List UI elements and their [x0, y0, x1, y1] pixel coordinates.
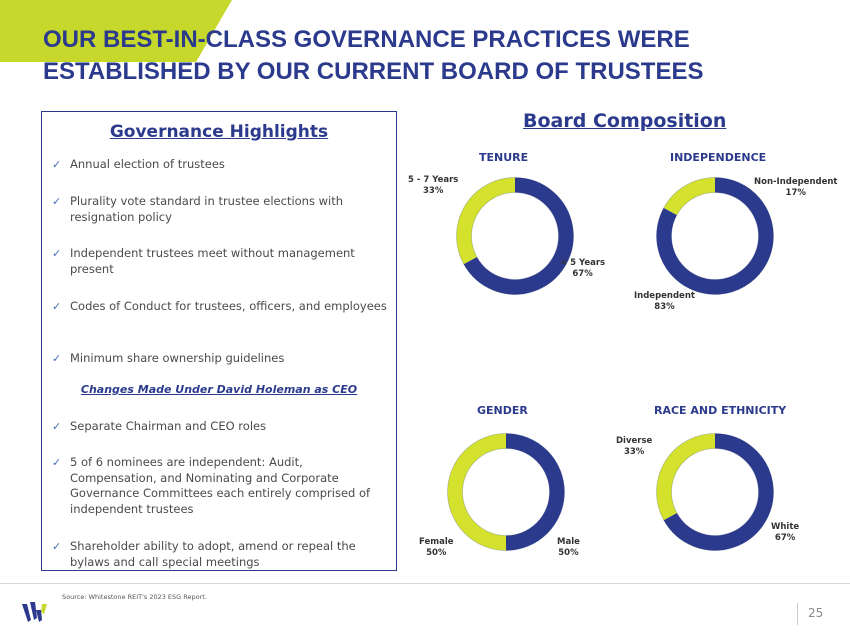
- board-composition-title: Board Composition: [523, 110, 727, 132]
- checkmark-icon: ✓: [52, 195, 62, 208]
- donut-rim: [656, 177, 774, 295]
- donut-rim: [462, 448, 550, 536]
- tenure-chart-title: TENURE: [479, 151, 529, 164]
- independence-donut-chart: [656, 177, 774, 295]
- race-label-diverse: Diverse 33%: [616, 436, 653, 457]
- checkmark-icon: ✓: [52, 456, 62, 469]
- source-note: Source: Whitestone REIT's 2023 ESG Repor…: [62, 593, 207, 601]
- independence-label-non-independent: Non-Independent 17%: [754, 177, 838, 198]
- race-ethnicity-chart-title: RACE AND ETHNICITY: [654, 404, 787, 417]
- highlight-item: ✓ Codes of Conduct for trustees, officer…: [52, 299, 387, 313]
- highlight-item: ✓ Annual election of trustees: [52, 157, 225, 171]
- page-number: 25: [808, 606, 824, 620]
- changes-subheading: Changes Made Under David Holeman as CEO: [80, 383, 358, 396]
- donut-slice-non-independent: [663, 177, 716, 216]
- corner-accent-shape: [0, 0, 232, 62]
- checkmark-icon: ✓: [52, 540, 62, 553]
- change-item: ✓ Shareholder ability to adopt, amend or…: [52, 539, 356, 569]
- governance-highlights-title: Governance Highlights: [109, 122, 329, 142]
- gender-label-male: Male 50%: [557, 537, 580, 558]
- change-item: ✓ Separate Chairman and CEO roles: [52, 419, 267, 433]
- page-title: OUR BEST-IN-CLASS GOVERNANCE PRACTICES W…: [43, 24, 833, 88]
- donut-slice-female: [447, 433, 507, 551]
- donut-rim: [656, 433, 774, 551]
- independence-label-independent: Independent 83%: [634, 291, 695, 312]
- donut-rim: [671, 192, 759, 280]
- donut-rim: [456, 177, 574, 295]
- donut-rim: [471, 192, 559, 280]
- governance-highlights-panel: Governance Highlights ✓ Annual election …: [41, 111, 397, 571]
- gender-label-female: Female 50%: [419, 537, 454, 558]
- donut-rim: [671, 448, 759, 536]
- checkmark-icon: ✓: [52, 247, 62, 260]
- donut-slice-independent: [656, 177, 774, 295]
- footer-separator: [797, 603, 798, 625]
- checkmark-icon: ✓: [52, 158, 62, 171]
- checkmark-icon: ✓: [52, 300, 62, 313]
- checkmark-icon: ✓: [52, 352, 62, 365]
- page-title-line-1: OUR BEST-IN-CLASS GOVERNANCE PRACTICES W…: [43, 26, 690, 53]
- gender-donut-chart: [447, 433, 565, 551]
- tenure-donut-chart: [456, 177, 574, 295]
- page-title-line-2: ESTABLISHED BY OUR CURRENT BOARD OF TRUS…: [43, 58, 704, 85]
- independence-chart-title: INDEPENDENCE: [670, 151, 767, 164]
- change-item: ✓ 5 of 6 nominees are independent: Audit…: [52, 455, 371, 516]
- donut-slice-5-years: [463, 177, 574, 295]
- donut-rim: [447, 433, 565, 551]
- highlight-item: ✓ Plurality vote standard in trustee ele…: [52, 194, 344, 224]
- tenure-label-under-5: < 5 Years 67%: [560, 258, 606, 279]
- tenure-label-5-to-7: 5 - 7 Years 33%: [408, 175, 459, 196]
- highlight-item: ✓ Independent trustees meet without mana…: [52, 246, 355, 276]
- gender-chart-title: GENDER: [477, 404, 528, 417]
- donut-slice-male: [505, 433, 565, 551]
- checkmark-icon: ✓: [52, 420, 62, 433]
- whitestone-logo-icon: [22, 602, 47, 622]
- footer-divider: [0, 583, 850, 584]
- race-label-white: White 67%: [771, 522, 800, 543]
- race-ethnicity-donut-chart: [656, 433, 774, 551]
- donut-slice-white: [663, 433, 774, 551]
- donut-slice-diverse: [656, 433, 716, 521]
- highlight-item: ✓ Minimum share ownership guidelines: [52, 351, 285, 365]
- donut-slice-5-7-years: [456, 177, 516, 265]
